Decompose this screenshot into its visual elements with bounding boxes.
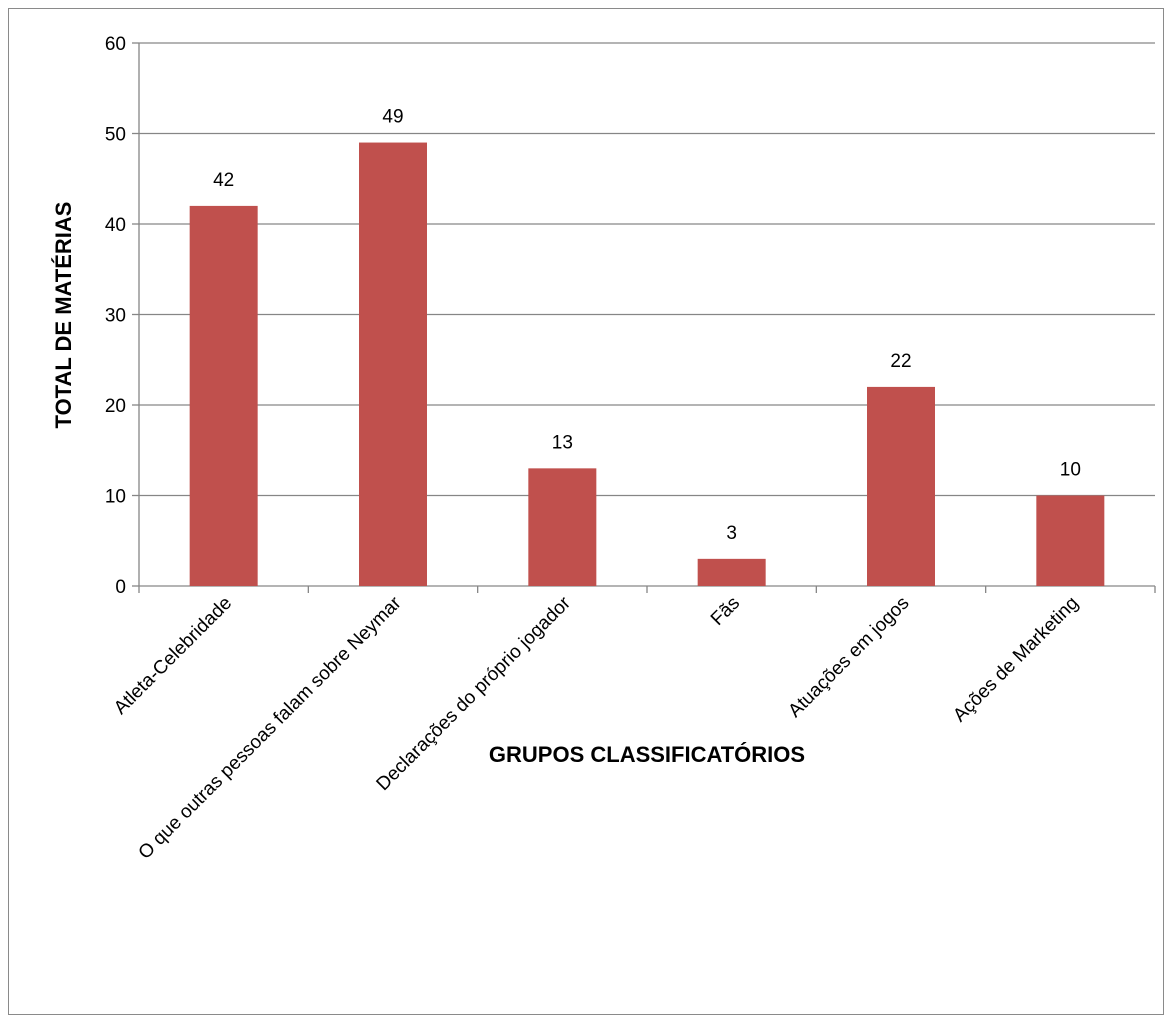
gridlines	[139, 42, 1155, 497]
bar-5	[867, 386, 935, 586]
data-label-2: 49	[382, 107, 403, 128]
y-tick-label: 30	[105, 306, 126, 327]
data-label-4: 3	[726, 523, 737, 544]
x-tick-label-4: Fãs	[707, 593, 744, 630]
bar-4	[697, 558, 766, 586]
axes	[132, 42, 1156, 593]
bar-3	[528, 468, 597, 586]
y-tick-label: 50	[105, 125, 126, 146]
y-tick-label: 60	[105, 34, 126, 55]
y-tick-label: 10	[105, 487, 126, 508]
x-tick-label-5: Atuações em jogos	[784, 593, 913, 722]
y-tick-labels: 0 10 20 30 40 50 60	[105, 34, 126, 598]
x-tick-label-1: Atleta-Celebridade	[110, 593, 236, 719]
data-labels: 42 49 13 3 22 10	[213, 107, 1081, 544]
data-label-5: 22	[890, 351, 911, 372]
x-tick-label-6: Ações de Marketing	[949, 593, 1083, 727]
y-tick-label: 0	[115, 577, 126, 598]
y-tick-label: 40	[105, 215, 126, 236]
y-axis-title: TOTAL DE MATÉRIAS	[51, 202, 76, 429]
bars	[189, 142, 1105, 587]
bar-1	[189, 205, 258, 586]
y-tick-label: 20	[105, 396, 126, 417]
x-tick-label-2: O que outras pessoas falam sobre Neymar	[135, 592, 406, 863]
bar-2	[359, 142, 427, 587]
x-axis-title: GRUPOS CLASSIFICATÓRIOS	[489, 742, 805, 767]
bar-6	[1036, 495, 1105, 586]
data-label-6: 10	[1060, 460, 1081, 481]
data-label-1: 42	[213, 170, 234, 191]
data-label-3: 13	[552, 432, 573, 453]
